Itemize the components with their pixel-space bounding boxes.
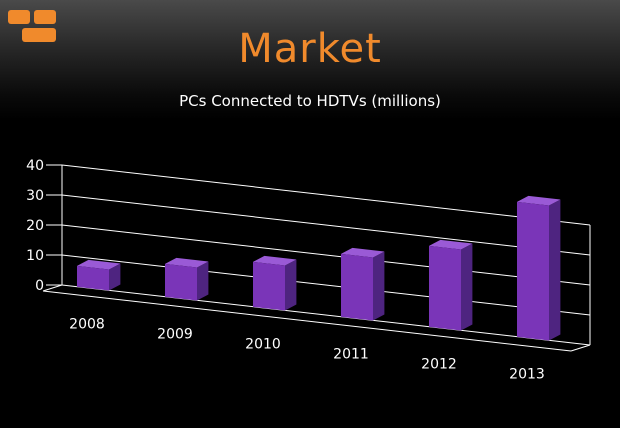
- chart-title: PCs Connected to HDTVs (millions): [179, 92, 441, 110]
- x-tick-label: 2010: [245, 337, 281, 353]
- bar: [429, 245, 461, 331]
- bar-side-face: [197, 261, 209, 301]
- y-tick-label: 30: [26, 188, 44, 204]
- bar-side-face: [549, 199, 561, 341]
- bar-top-face: [165, 257, 209, 268]
- gridline: [61, 194, 591, 256]
- bar-side-face: [109, 263, 121, 291]
- y-tick-label: 0: [35, 278, 44, 294]
- x-tick-label: 2013: [509, 367, 545, 383]
- gridline: [61, 224, 591, 286]
- floor-right-edge: [570, 344, 591, 352]
- bar-top-face: [253, 255, 297, 266]
- bar: [77, 265, 109, 291]
- slide-title: Market: [238, 26, 382, 72]
- bar: [341, 253, 373, 321]
- x-tick-label: 2011: [333, 347, 369, 363]
- floor-left-edge: [42, 284, 63, 292]
- bar-side-face: [373, 251, 385, 321]
- y-tick-label: 40: [26, 158, 44, 174]
- gridline: [61, 164, 591, 226]
- bar: [165, 263, 197, 301]
- y-tick-label: 20: [26, 218, 44, 234]
- bar-top-face: [341, 247, 385, 258]
- gridline: [61, 254, 591, 316]
- gridline: [61, 284, 591, 346]
- bar-top-face: [429, 239, 473, 250]
- bar-top-face: [517, 195, 561, 206]
- x-axis-line: [42, 290, 572, 352]
- bar: [253, 261, 285, 311]
- y-tick-label: 10: [26, 248, 44, 264]
- bar-side-face: [461, 243, 473, 331]
- bar-side-face: [285, 259, 297, 311]
- x-tick-label: 2009: [157, 327, 193, 343]
- x-tick-label: 2008: [69, 317, 105, 333]
- bar: [517, 201, 549, 341]
- x-tick-label: 2012: [421, 357, 457, 373]
- bar-top-face: [77, 259, 121, 270]
- orange-blocks-logo-icon: [8, 10, 56, 42]
